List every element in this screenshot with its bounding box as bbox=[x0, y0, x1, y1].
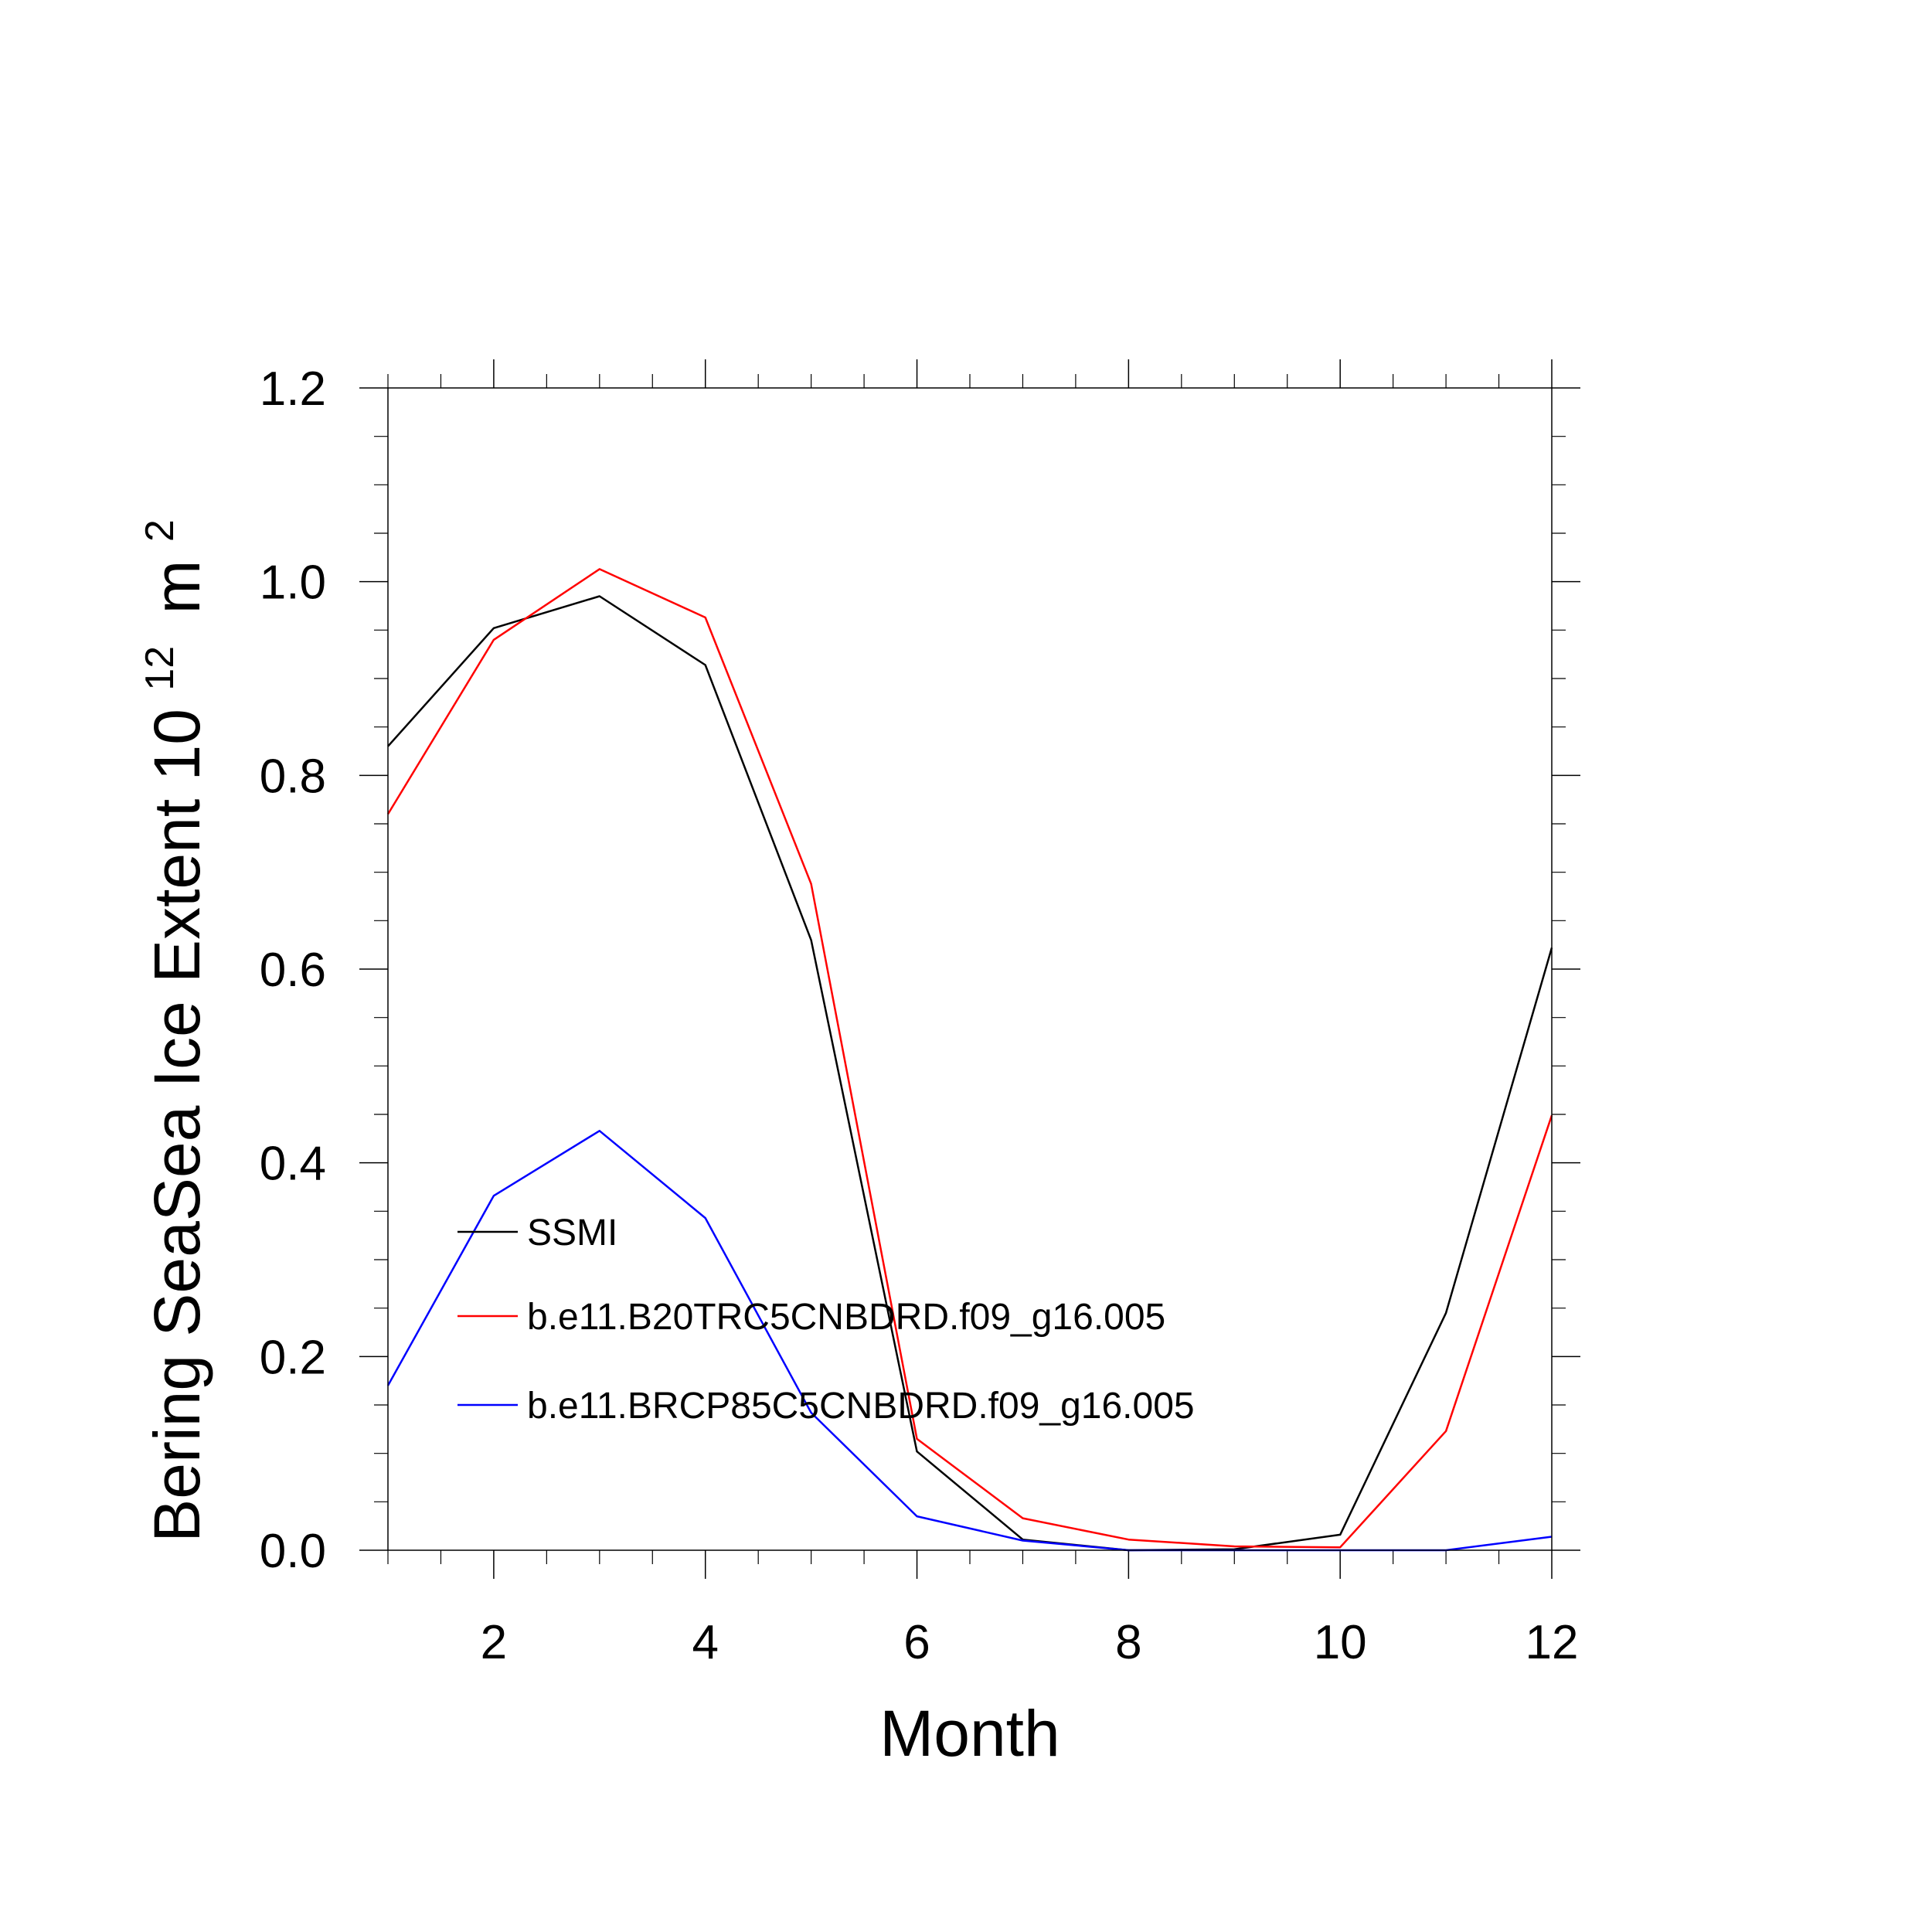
x-tick-label: 6 bbox=[903, 1616, 930, 1669]
x-tick-label: 8 bbox=[1115, 1616, 1141, 1669]
x-tick-label: 2 bbox=[481, 1616, 507, 1669]
series-line-1 bbox=[387, 595, 1553, 1552]
y-tick-label: 0.8 bbox=[260, 750, 326, 803]
x-tick-label: 10 bbox=[1314, 1616, 1367, 1669]
legend-label-2: b.e11.B20TRC5CNBDRD.f09_g16.005 bbox=[527, 1297, 1165, 1338]
y-tick-label: 0.2 bbox=[260, 1331, 326, 1384]
y-tick-label: 1.2 bbox=[260, 362, 326, 416]
y-axis-title-unit-exponent: 2 bbox=[138, 519, 182, 542]
y-axis-title-exponent: 12 bbox=[138, 646, 182, 691]
legend: SSMI b.e11.B20TRC5CNBDRD.f09_g16.005 b.e11… bbox=[457, 1213, 1195, 1427]
y-axis-title-unit: m bbox=[141, 560, 213, 614]
ticks-layer bbox=[359, 359, 1580, 1579]
y-axis-title-text: Bering SeaSea Ice Extent 10 bbox=[141, 709, 213, 1543]
y-tick-label: 1.0 bbox=[260, 556, 326, 610]
y-axis-title: Bering SeaSea Ice Extent 10 12 m 2 bbox=[114, 519, 213, 1543]
plot-frame bbox=[387, 387, 1553, 1551]
y-tick-label: 0.0 bbox=[260, 1525, 326, 1578]
series-line-2 bbox=[386, 568, 1553, 1549]
y-tick-label: 0.4 bbox=[260, 1138, 326, 1191]
legend-label-3: b.e11.BRCP85C5CNBDRD.f09_g16.005 bbox=[527, 1386, 1195, 1427]
x-axis-title: Month bbox=[879, 1697, 1060, 1770]
x-tick-label: 12 bbox=[1526, 1616, 1579, 1669]
legend-label-1: SSMI bbox=[527, 1213, 617, 1253]
x-tick-label: 4 bbox=[692, 1616, 718, 1669]
y-tick-label: 0.6 bbox=[260, 944, 326, 997]
labels-layer: 2 4 6 8 10 12 0.0 0.2 0.4 0.6 0.8 1.0 1.2 bbox=[260, 362, 1579, 1669]
